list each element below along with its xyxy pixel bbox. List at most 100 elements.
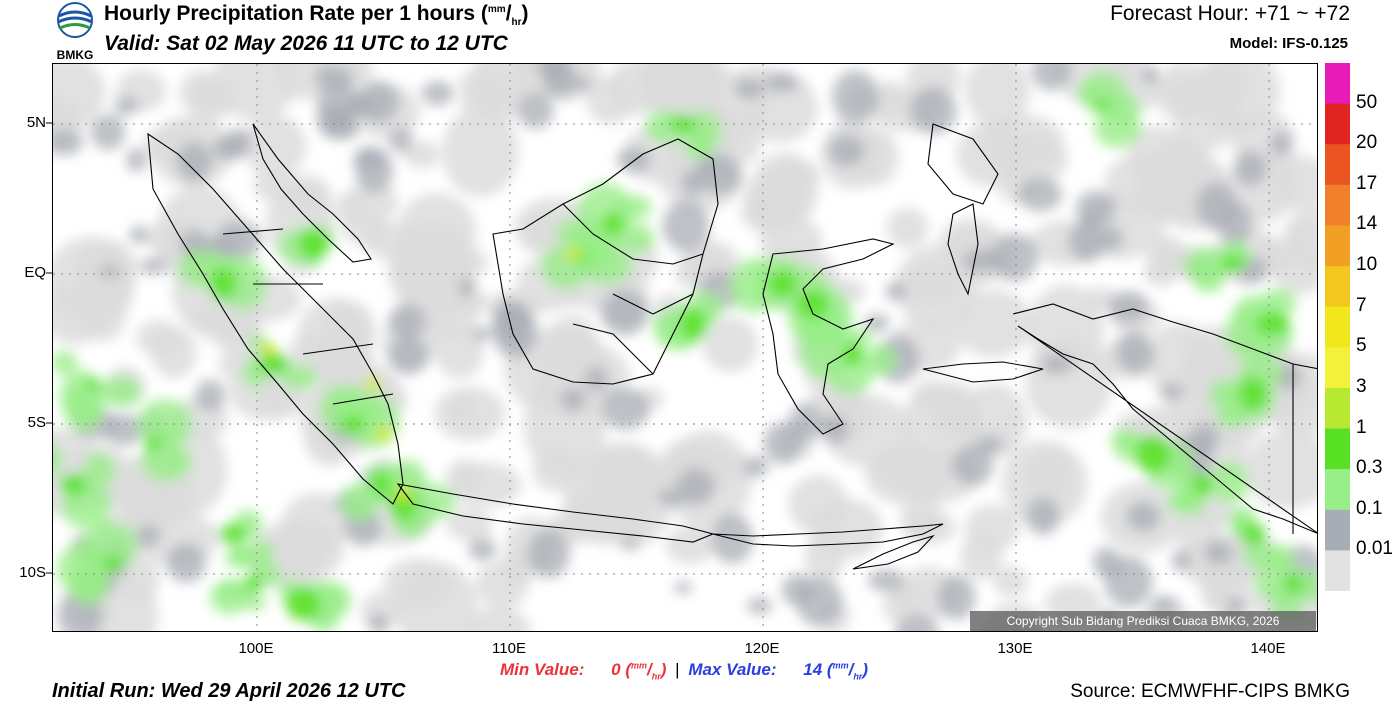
precip-cell <box>895 613 939 631</box>
timor-coast <box>852 534 935 570</box>
precip-cell <box>136 525 161 547</box>
precip-cell <box>63 385 104 433</box>
valid-time: Valid: Sat 02 May 2026 11 UTC to 12 UTC <box>104 32 508 55</box>
precip-cell <box>767 270 799 298</box>
precip-cell <box>84 378 102 390</box>
precip-cell <box>951 445 994 486</box>
lon-label-130e: 130E <box>997 640 1033 657</box>
precip-cell <box>674 581 693 594</box>
precip-cell <box>492 299 531 343</box>
precip-cell <box>113 96 139 116</box>
precip-cell <box>257 352 289 376</box>
precip-cell <box>864 313 890 332</box>
precip-cell <box>964 64 1030 127</box>
precip-cell <box>810 385 841 413</box>
precip-cell <box>867 81 908 116</box>
precip-cell <box>120 498 173 538</box>
precip-cell <box>446 508 494 541</box>
precip-cell <box>1150 595 1179 615</box>
precip-cell <box>680 168 705 197</box>
precip-cell <box>1270 131 1292 156</box>
precip-cell <box>601 212 625 236</box>
precip-cell <box>563 457 653 546</box>
precip-cell <box>959 534 1003 580</box>
precip-cell <box>1081 71 1127 117</box>
sumatra-coast <box>147 132 404 505</box>
precip-cell <box>527 528 570 579</box>
halmahera-coast <box>947 203 979 296</box>
precip-cell <box>243 574 263 594</box>
precip-cell <box>253 167 299 203</box>
precip-cell <box>810 498 884 560</box>
precip-cell <box>356 80 400 124</box>
precip-cell <box>1284 221 1317 245</box>
legend-swatch <box>1325 103 1350 145</box>
precip-cell <box>601 290 649 336</box>
lat-label-5n: 5N <box>26 114 46 131</box>
precip-cell <box>1027 284 1104 371</box>
sulawesi-coast <box>762 238 895 435</box>
bmkg-logo: BMKG <box>57 2 93 62</box>
lon-label-120e: 120E <box>744 640 780 657</box>
precip-cell <box>1283 574 1303 594</box>
precip-cell <box>467 606 531 631</box>
precip-cell <box>129 225 151 245</box>
precip-cell <box>1031 64 1072 91</box>
chart-title: Hourly Precipitation Rate per 1 hours (m… <box>104 2 529 29</box>
precip-cell <box>621 537 640 551</box>
precip-cell <box>143 436 163 452</box>
precip-cell <box>388 304 426 339</box>
precip-cell <box>390 220 477 324</box>
precip-cell <box>742 456 769 478</box>
precip-cell <box>662 200 710 252</box>
precip-cell <box>1307 587 1317 601</box>
philippines-coast <box>927 123 999 205</box>
precip-cell <box>899 263 962 307</box>
precip-cell <box>341 415 365 433</box>
precipitation-map <box>52 63 1318 632</box>
lon-label-100e: 100E <box>238 640 274 657</box>
precip-cell <box>1210 461 1250 504</box>
precip-cell <box>355 147 394 194</box>
precip-cell <box>1171 549 1192 572</box>
min-max-values: Min Value: 0 (mm/hr) | Max Value: 14 (mm… <box>500 660 868 682</box>
precip-cell <box>226 127 252 157</box>
legend-level-label: 0.3 <box>1356 457 1383 479</box>
legend-swatch <box>1325 63 1350 105</box>
precip-cell <box>1234 151 1267 187</box>
precip-cell <box>218 523 248 545</box>
precip-cell <box>1239 522 1267 546</box>
precip-cell <box>314 65 354 90</box>
precip-cell <box>1041 353 1073 375</box>
precip-cell <box>865 444 950 505</box>
precip-cell <box>340 483 380 522</box>
copyright-notice: Copyright Sub Bidang Prediksi Cuaca BMKG… <box>970 611 1316 631</box>
title-unit-sup: mm <box>487 4 506 15</box>
precip-cell <box>517 92 554 129</box>
legend-level-label: 14 <box>1356 213 1378 235</box>
legend-level-label: 3 <box>1356 375 1367 397</box>
precip-cell <box>195 379 226 412</box>
precip-cell <box>1260 288 1297 318</box>
lat-label-5s: 5S <box>27 414 46 431</box>
precip-cell <box>434 386 506 441</box>
precip-cell <box>684 136 715 160</box>
precip-cell <box>398 490 408 498</box>
precip-cell <box>459 83 508 116</box>
precip-cell <box>977 435 1004 453</box>
precip-cell <box>137 399 193 448</box>
precip-cell <box>765 71 799 93</box>
precip-cell <box>1196 182 1238 231</box>
precip-cell <box>1104 556 1153 608</box>
precip-cell <box>167 454 192 471</box>
coastlines <box>147 123 1317 570</box>
precip-cell <box>747 597 773 615</box>
precip-cell <box>58 473 88 495</box>
precip-cell <box>1094 109 1143 148</box>
precip-cell <box>1101 226 1124 252</box>
precip-cell <box>601 388 650 430</box>
precip-cell <box>937 574 976 621</box>
lon-label-110e: 110E <box>492 640 526 657</box>
precip-cell <box>118 558 160 603</box>
precip-cell <box>187 77 237 121</box>
